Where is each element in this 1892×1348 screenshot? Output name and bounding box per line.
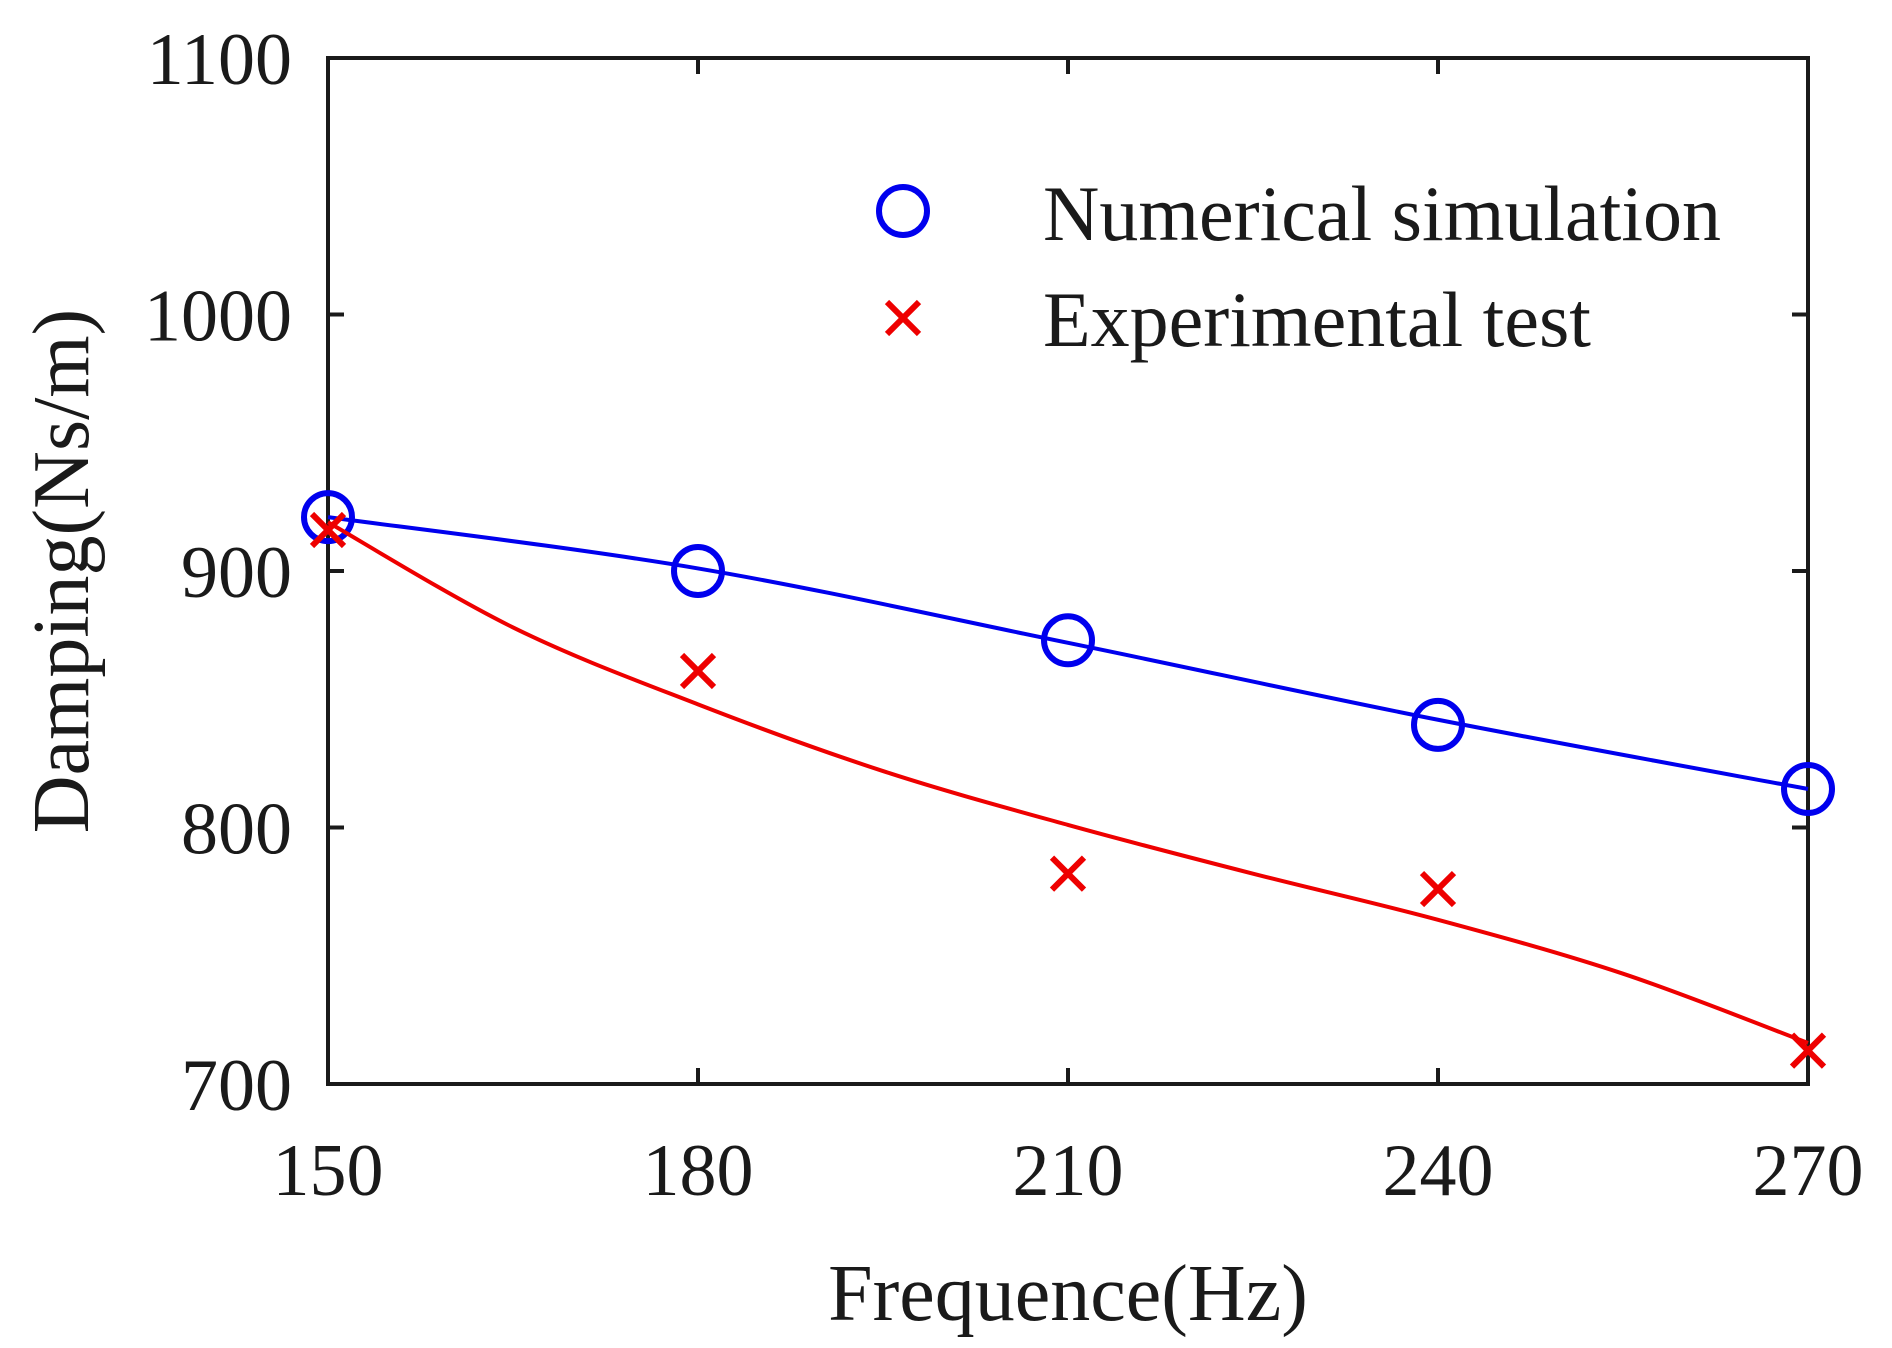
data-point-x: [1789, 1032, 1827, 1069]
y-tick-label: 800: [181, 789, 292, 871]
y-tick-label: 900: [181, 532, 292, 614]
y-ticks: 700 800 900 1000 1100: [144, 19, 1808, 1127]
series-line: [327, 515, 1809, 791]
y-tick-label: 1000: [144, 276, 292, 358]
x-tick-label: 240: [1383, 1130, 1494, 1212]
y-tick-label: 1100: [147, 19, 292, 101]
x-tick-label: 270: [1753, 1130, 1864, 1212]
data-point-circle: [1041, 613, 1095, 668]
series-line: [327, 520, 1809, 1045]
legend-label-numerical: Numerical simulation: [1043, 170, 1721, 257]
x-axis-label: Frequence(Hz): [828, 1250, 1308, 1338]
data-point-x: [679, 652, 717, 690]
y-axis-label: Damping(Ns/m): [18, 309, 106, 833]
legend: Numerical simulation Experimental test: [876, 170, 1721, 363]
x-tick-label: 210: [1013, 1130, 1124, 1212]
x-ticks: 150 180 210 240 270: [273, 58, 1864, 1212]
data-point-circle: [301, 490, 355, 545]
series-layer: [301, 490, 1835, 1069]
series-experimental-test: [309, 511, 1827, 1069]
x-tick-label: 180: [643, 1130, 754, 1212]
data-point-circle: [1411, 697, 1465, 752]
legend-label-experimental: Experimental test: [1043, 276, 1591, 363]
data-point-x: [1049, 855, 1087, 892]
legend-marker-numerical: [876, 184, 930, 238]
y-tick-label: 700: [181, 1045, 292, 1127]
data-point-x: [1419, 870, 1457, 908]
series-numerical-simulation: [301, 490, 1835, 817]
data-point-circle: [1781, 762, 1835, 817]
plot-frame: [326, 56, 1810, 1086]
x-tick-label: 150: [273, 1130, 384, 1212]
data-point-x: [309, 511, 347, 549]
data-point-circle: [671, 544, 725, 598]
legend-marker-experimental: [884, 299, 922, 337]
